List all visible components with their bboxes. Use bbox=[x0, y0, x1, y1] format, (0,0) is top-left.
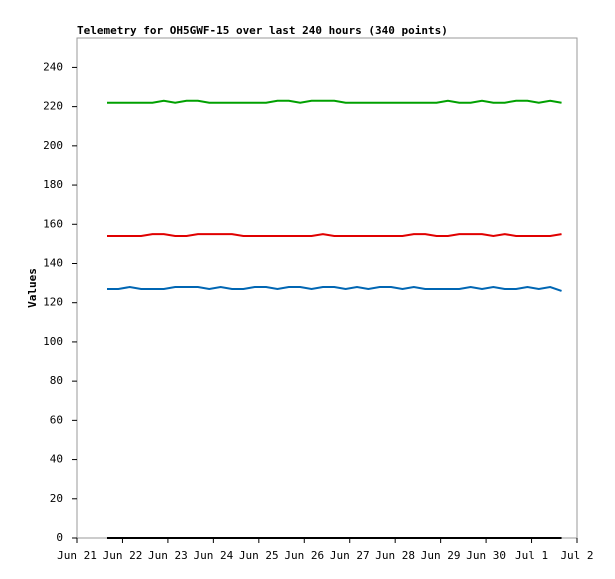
y-tick-label: 100 bbox=[43, 335, 63, 348]
y-tick-label: 160 bbox=[43, 217, 63, 230]
x-tick-label: Jun 24 bbox=[193, 549, 233, 562]
y-axis-label: Values bbox=[26, 268, 39, 308]
x-tick-label: Jun 25 bbox=[239, 549, 279, 562]
x-tick-label: Jun 22 bbox=[103, 549, 143, 562]
chart-title: Telemetry for OH5GWF-15 over last 240 ho… bbox=[77, 24, 448, 37]
x-tick-label: Jun 23 bbox=[148, 549, 188, 562]
y-tick-label: 140 bbox=[43, 256, 63, 269]
x-tick-label: Jun 21 bbox=[57, 549, 97, 562]
x-tick-label: Jun 27 bbox=[330, 549, 370, 562]
y-tick-label: 40 bbox=[50, 453, 63, 466]
series-line bbox=[107, 285, 562, 292]
y-tick-label: 20 bbox=[50, 492, 63, 505]
x-tick-label: Jun 26 bbox=[284, 549, 324, 562]
x-tick-label: Jul 1 bbox=[515, 549, 548, 562]
y-tick-label: 220 bbox=[43, 100, 63, 113]
x-tick-label: Jun 29 bbox=[421, 549, 461, 562]
series-line bbox=[107, 99, 562, 104]
x-tick-label: Jun 30 bbox=[466, 549, 506, 562]
y-tick-label: 60 bbox=[50, 413, 63, 426]
y-tick-label: 240 bbox=[43, 60, 63, 73]
y-tick-label: 200 bbox=[43, 139, 63, 152]
y-tick-label: 0 bbox=[56, 531, 63, 544]
y-tick-label: 120 bbox=[43, 296, 63, 309]
x-tick-label: Jul 2 bbox=[560, 549, 593, 562]
y-tick-label: 80 bbox=[50, 374, 63, 387]
x-tick-label: Jun 28 bbox=[375, 549, 415, 562]
y-tick-label: 180 bbox=[43, 178, 63, 191]
series-line bbox=[107, 233, 562, 238]
